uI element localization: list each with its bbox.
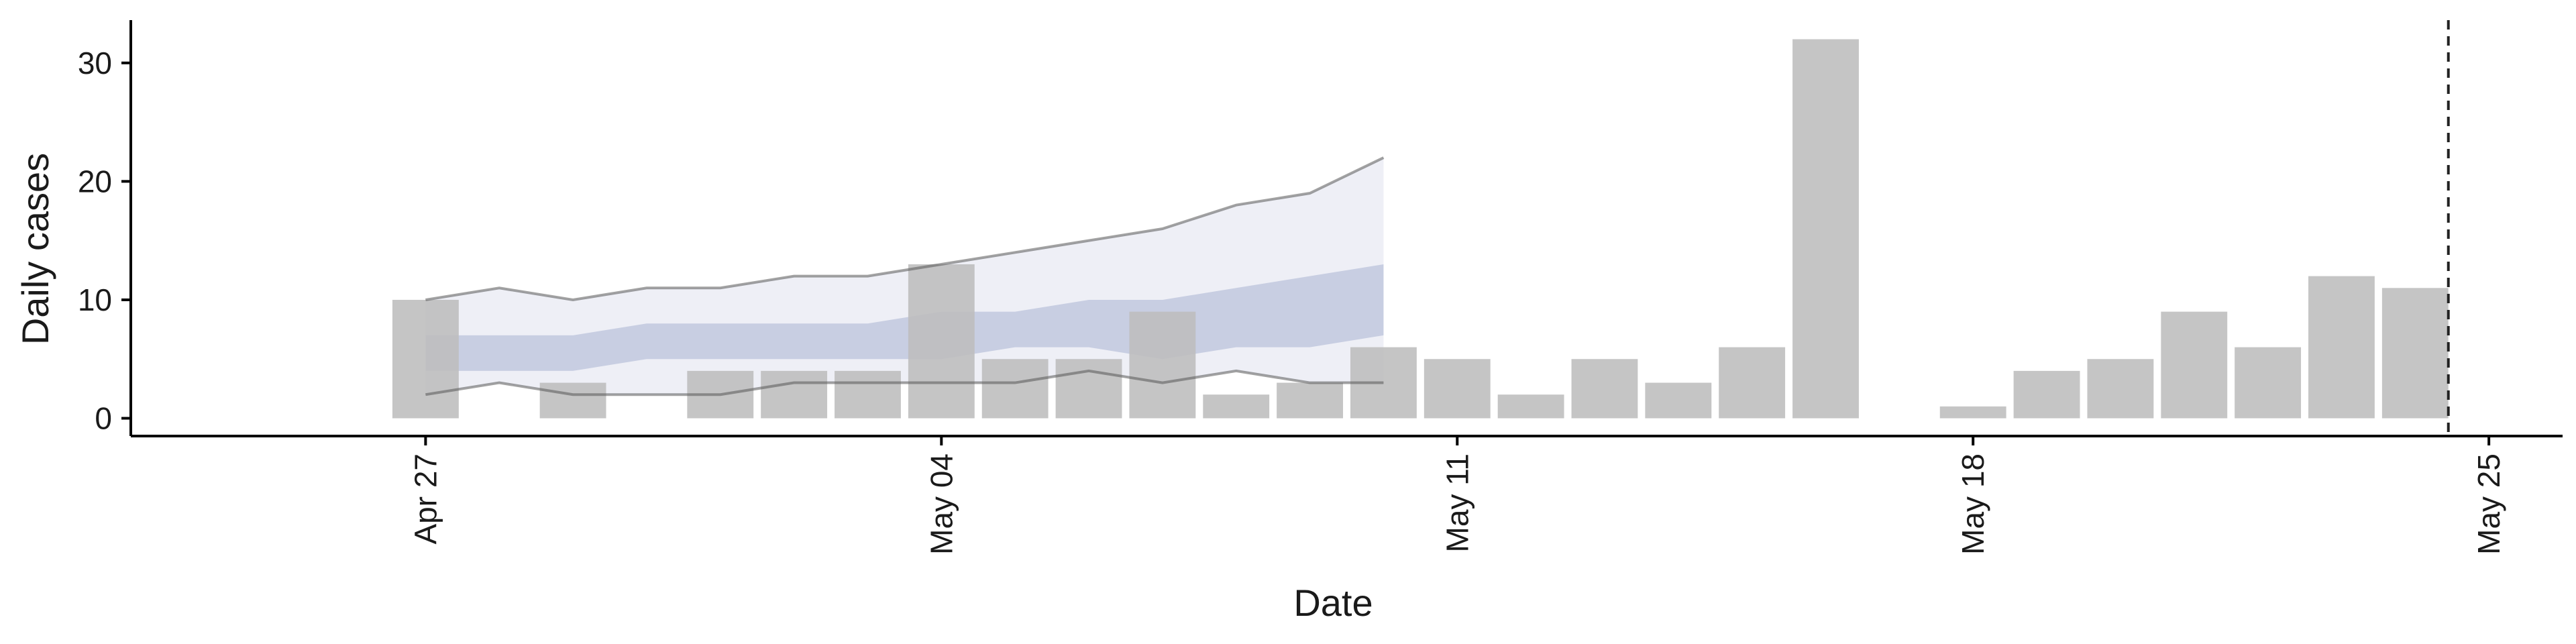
bar <box>761 370 828 419</box>
x-tick-label: May 04 <box>924 453 959 555</box>
y-tick-label: 0 <box>95 401 112 436</box>
axes-layer: 0 10 20 30 Apr 27 May 04 May 11 May 18 May 25 <box>78 20 2563 555</box>
bar <box>2308 276 2375 419</box>
bar <box>2013 370 2080 419</box>
bar <box>1571 359 1638 419</box>
bar <box>1719 347 1786 419</box>
y-tick-label: 30 <box>78 46 112 80</box>
bar <box>1203 394 1270 419</box>
bar <box>2235 347 2302 419</box>
bar <box>392 299 459 419</box>
bar <box>1792 39 1859 419</box>
outer-band-upper-line <box>425 156 1385 301</box>
x-tick-label: May 25 <box>2471 453 2506 555</box>
bar <box>1055 359 1122 419</box>
bar <box>1645 382 1712 419</box>
bar <box>835 370 901 419</box>
y-axis-title: Daily cases <box>14 153 56 345</box>
bar <box>1277 382 1344 419</box>
x-tick-label: Apr 27 <box>408 453 443 545</box>
bar-layer <box>392 39 2449 419</box>
bar <box>1424 359 1491 419</box>
bar <box>1129 311 1196 419</box>
y-tick-label: 10 <box>78 282 112 317</box>
outer-band-lower-line <box>425 369 1384 396</box>
bar <box>2161 311 2228 419</box>
x-tick-label: May 18 <box>1955 453 1990 555</box>
x-axis-title: Date <box>1293 582 1373 624</box>
bar <box>539 382 606 419</box>
bar <box>2381 288 2449 419</box>
bar <box>1939 406 2006 419</box>
bar <box>1497 394 1564 419</box>
interval-boundary-lines <box>425 156 1385 396</box>
bar <box>981 359 1049 419</box>
y-tick-label: 20 <box>78 164 112 199</box>
x-tick-label: May 11 <box>1440 453 1474 552</box>
bar <box>2087 359 2154 419</box>
bar <box>908 264 975 419</box>
